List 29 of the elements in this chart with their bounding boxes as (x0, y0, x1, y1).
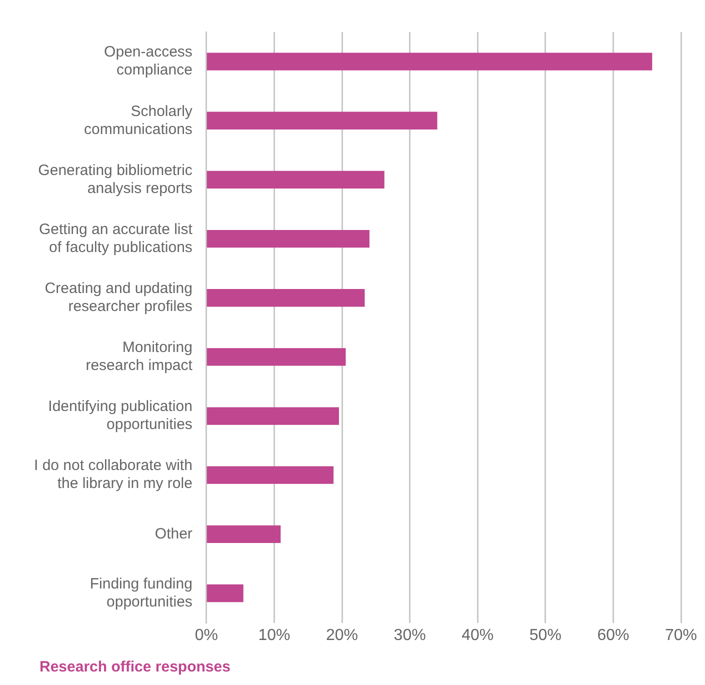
y-tick-label: Identifying publication opportunities (48, 398, 192, 434)
bar (206, 407, 339, 425)
y-tick-label: Creating and updating researcher profiles (44, 280, 192, 315)
y-tick-label: Monitoring research impact (86, 339, 194, 374)
x-tick-label: 20% (326, 626, 358, 644)
x-tick-label: 70% (664, 626, 698, 644)
y-tick-label: Open-access compliance (104, 44, 192, 79)
bar (206, 112, 438, 130)
y-tick-label: Generating bibliometric analysis reports (38, 162, 193, 197)
y-tick-label: Getting an accurate list of faculty publications (39, 220, 194, 256)
y-tick-label: Finding funding opportunities (90, 575, 192, 610)
x-tick-label: 50% (529, 626, 562, 644)
y-tick-label: Other (154, 525, 192, 542)
bar (206, 584, 244, 602)
x-tick-label: 0% (194, 626, 218, 644)
bar (206, 52, 652, 70)
bar (206, 170, 384, 189)
y-tick-label: Scholarly communications (84, 102, 193, 138)
bar (206, 466, 334, 484)
text: Research office responses (40, 658, 230, 676)
bar (206, 289, 365, 307)
bar (206, 230, 370, 248)
bar (206, 348, 346, 366)
x-tick-label: 40% (462, 626, 494, 644)
bar (206, 525, 281, 544)
x-tick-label: 10% (258, 626, 290, 644)
y-tick-label: I do not collaborate with the library in my role (34, 457, 192, 492)
x-tick-label: 30% (394, 626, 426, 644)
x-tick-label: 60% (597, 626, 630, 644)
